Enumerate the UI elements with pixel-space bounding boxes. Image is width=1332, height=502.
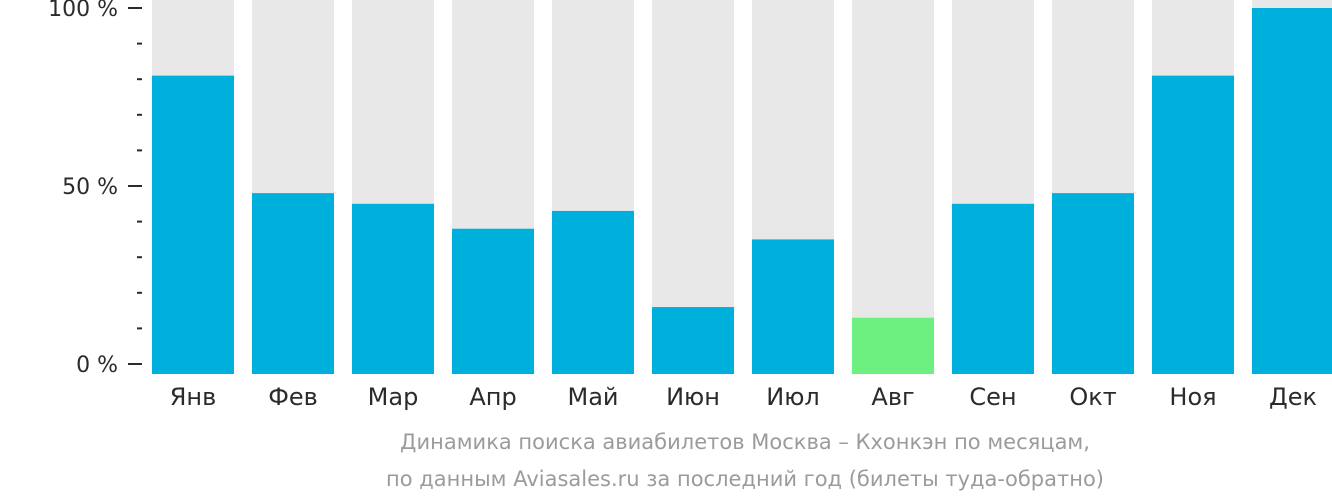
bar-10 <box>1052 193 1134 374</box>
bar-12 <box>1252 8 1332 374</box>
x-tick-label: Апр <box>469 383 516 411</box>
bar-4 <box>452 228 534 374</box>
y-tick-label: 0 % <box>76 353 118 378</box>
value-bars <box>152 8 1332 374</box>
bar-5 <box>552 210 634 374</box>
x-tick-label: Июл <box>766 383 820 411</box>
bar-3 <box>352 203 434 374</box>
x-tick-label: Окт <box>1069 383 1116 411</box>
x-tick-label: Мар <box>368 383 419 411</box>
x-tick-label: Авг <box>871 383 914 411</box>
y-tick-label: 100 % <box>48 0 118 22</box>
x-tick-label: Дек <box>1269 383 1317 411</box>
x-tick-label: Фев <box>268 383 318 411</box>
y-tick-label: 50 % <box>62 175 118 200</box>
x-axis-labels: Янв Фев Мар Апр Май Июн Июл Авг Сен Окт Ноя Дек <box>170 383 1317 411</box>
bar-11 <box>1152 75 1234 374</box>
chart-caption-line-1: Динамика поиска авиабилетов Москва – Кхо… <box>400 430 1090 454</box>
chart-caption-line-2: по данным Aviasales.ru за последний год … <box>386 467 1104 491</box>
x-tick-label: Янв <box>170 383 217 411</box>
x-tick-label: Май <box>567 383 618 411</box>
bar-2 <box>252 193 334 374</box>
bar-6 <box>652 307 734 374</box>
bar-7 <box>752 239 834 374</box>
x-tick-label: Сен <box>969 383 1016 411</box>
bar-background <box>852 0 934 374</box>
x-tick-label: Ноя <box>1169 383 1216 411</box>
bar-9 <box>952 203 1034 374</box>
y-axis: 0 % 50 % 100 % <box>48 0 142 378</box>
bar-chart: 0 % 50 % 100 % Янв Фев Мар Апр Май Июн Июл Авг Сен… <box>48 0 1332 411</box>
bar-8 <box>852 317 934 374</box>
bar-1 <box>152 75 234 374</box>
x-tick-label: Июн <box>666 383 720 411</box>
